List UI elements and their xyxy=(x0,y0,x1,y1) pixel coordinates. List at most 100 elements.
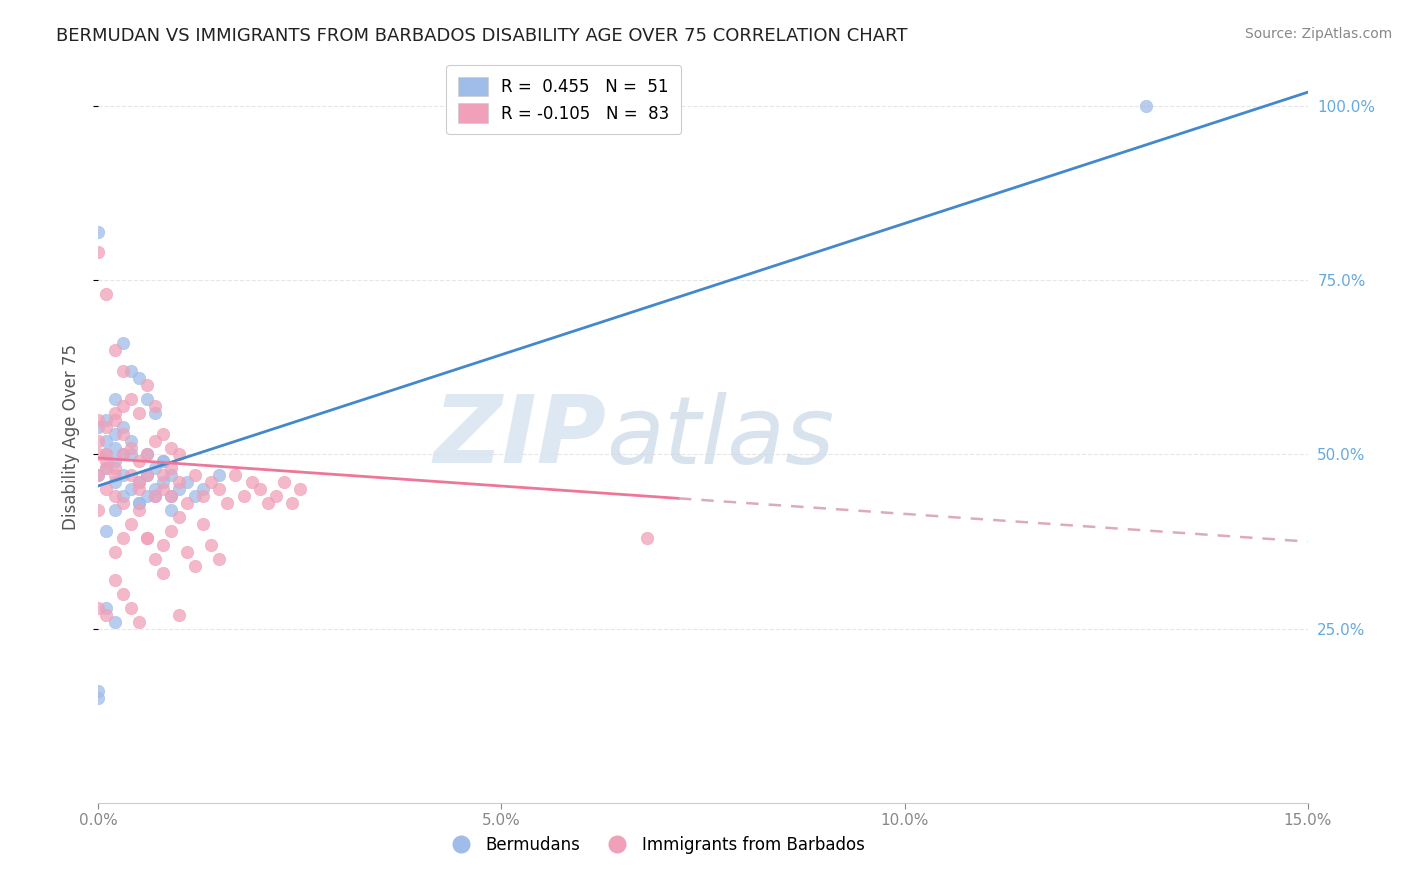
Point xyxy=(160,503,183,517)
Point xyxy=(135,468,157,483)
Point xyxy=(160,441,183,455)
Point xyxy=(143,406,166,420)
Point xyxy=(87,503,110,517)
Point xyxy=(103,343,125,357)
Text: Source: ZipAtlas.com: Source: ZipAtlas.com xyxy=(1244,27,1392,41)
Point xyxy=(152,475,174,490)
Point xyxy=(135,531,157,545)
Point xyxy=(217,496,239,510)
Point xyxy=(193,483,215,497)
Point xyxy=(111,448,134,462)
Point xyxy=(143,489,166,503)
Point xyxy=(143,483,166,497)
Point xyxy=(120,448,142,462)
Point xyxy=(160,461,183,475)
Point xyxy=(87,691,110,706)
Point xyxy=(208,468,231,483)
Point xyxy=(288,483,311,497)
Point xyxy=(87,600,110,615)
Point xyxy=(96,461,118,475)
Point xyxy=(143,461,166,475)
Point xyxy=(128,454,150,468)
Point xyxy=(111,448,134,462)
Point xyxy=(96,483,118,497)
Point xyxy=(208,483,231,497)
Point xyxy=(184,489,207,503)
Point xyxy=(128,371,150,385)
Legend: Bermudans, Immigrants from Barbados: Bermudans, Immigrants from Barbados xyxy=(437,829,872,860)
Y-axis label: Disability Age Over 75: Disability Age Over 75 xyxy=(62,344,80,530)
Point xyxy=(264,489,287,503)
Point xyxy=(96,434,118,448)
Point xyxy=(111,468,134,483)
Point xyxy=(273,475,295,490)
Point xyxy=(103,392,125,406)
Point xyxy=(120,441,142,455)
Point xyxy=(143,399,166,413)
Point xyxy=(152,538,174,552)
Point xyxy=(128,406,150,420)
Point xyxy=(193,489,215,503)
Point xyxy=(249,483,271,497)
Point xyxy=(135,531,157,545)
Point xyxy=(208,552,231,566)
Point xyxy=(128,496,150,510)
Point xyxy=(103,406,125,420)
Point xyxy=(120,468,142,483)
Point xyxy=(87,684,110,698)
Point xyxy=(96,461,118,475)
Point xyxy=(176,475,198,490)
Point xyxy=(281,496,304,510)
Point xyxy=(111,531,134,545)
Point xyxy=(96,412,118,426)
Point xyxy=(143,489,166,503)
Point xyxy=(103,441,125,455)
Point xyxy=(96,600,118,615)
Point xyxy=(120,517,142,532)
Point xyxy=(176,545,198,559)
Point xyxy=(103,573,125,587)
Point xyxy=(120,364,142,378)
Point xyxy=(96,287,118,301)
Point xyxy=(103,426,125,441)
Point xyxy=(160,468,183,483)
Point xyxy=(143,434,166,448)
Point xyxy=(135,489,157,503)
Point xyxy=(128,496,150,510)
Point xyxy=(240,475,263,490)
Point xyxy=(167,475,190,490)
Point xyxy=(152,426,174,441)
Point xyxy=(184,468,207,483)
Point xyxy=(103,615,125,629)
Point xyxy=(135,377,157,392)
Point xyxy=(135,448,157,462)
Point xyxy=(87,412,110,426)
Point xyxy=(128,615,150,629)
Point xyxy=(152,454,174,468)
Point xyxy=(128,503,150,517)
Point xyxy=(87,245,110,260)
Text: atlas: atlas xyxy=(606,392,835,483)
Point xyxy=(103,489,125,503)
Point xyxy=(111,364,134,378)
Point xyxy=(135,392,157,406)
Point xyxy=(103,412,125,426)
Point xyxy=(200,538,222,552)
Point xyxy=(176,496,198,510)
Point xyxy=(111,587,134,601)
Point xyxy=(120,483,142,497)
Point xyxy=(103,503,125,517)
Point xyxy=(167,510,190,524)
Point xyxy=(111,496,134,510)
Text: BERMUDAN VS IMMIGRANTS FROM BARBADOS DISABILITY AGE OVER 75 CORRELATION CHART: BERMUDAN VS IMMIGRANTS FROM BARBADOS DIS… xyxy=(56,27,908,45)
Point xyxy=(232,489,254,503)
Point xyxy=(167,448,190,462)
Point xyxy=(103,468,125,483)
Point xyxy=(636,531,658,545)
Point xyxy=(193,517,215,532)
Point xyxy=(96,454,118,468)
Point xyxy=(256,496,278,510)
Point xyxy=(152,566,174,580)
Point xyxy=(96,607,118,622)
Point xyxy=(87,419,110,434)
